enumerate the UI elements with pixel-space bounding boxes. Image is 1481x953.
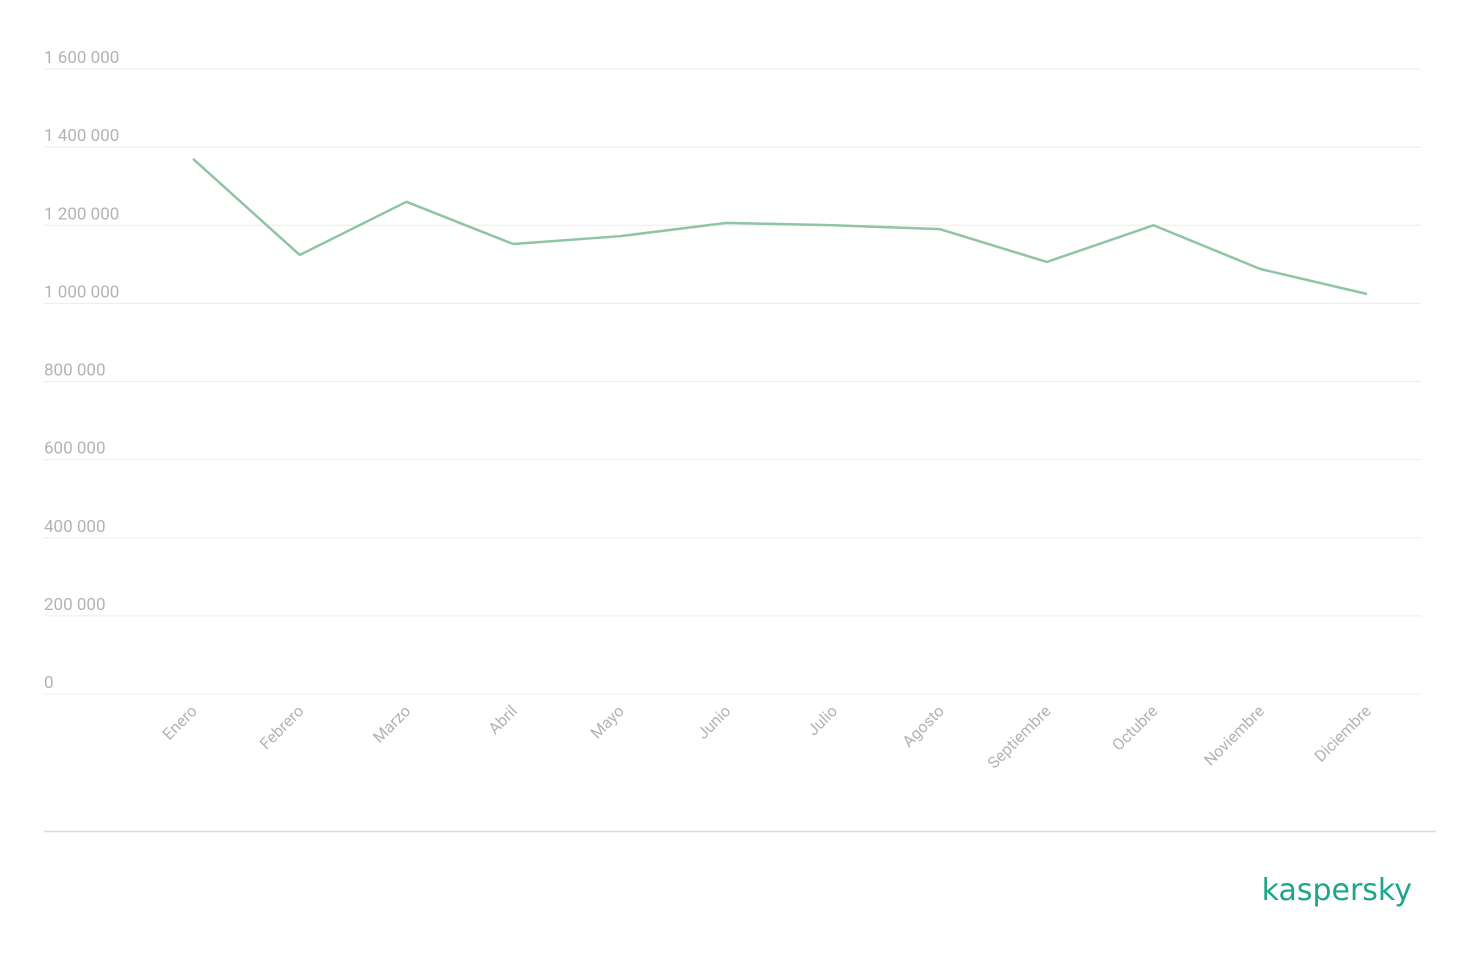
x-tick-label: Septiembre (984, 701, 1055, 772)
x-tick-label: Mayo (587, 701, 628, 742)
x-tick-label: Julio (803, 701, 841, 739)
y-tick-label: 400 000 (44, 517, 106, 537)
y-tick-label: 800 000 (44, 361, 106, 381)
y-tick-label: 1 400 000 (44, 126, 119, 146)
y-tick-label: 1 600 000 (44, 48, 119, 68)
y-tick-label: 200 000 (44, 595, 106, 615)
x-tick-label: Agosto (898, 701, 948, 751)
x-tick-label: Octubre (1108, 701, 1161, 754)
x-tick-label: Noviembre (1200, 701, 1268, 769)
x-tick-label: Diciembre (1311, 701, 1375, 765)
y-tick-label: 1 200 000 (44, 204, 119, 224)
x-tick-label: Abril (485, 701, 522, 738)
y-tick-label: 0 (44, 673, 54, 693)
x-tick-label: Junio (693, 701, 734, 742)
y-tick-label: 600 000 (44, 439, 106, 459)
x-tick-label: Marzo (369, 701, 414, 746)
y-tick-label: 1 000 000 (44, 282, 119, 302)
x-tick-label: Enero (159, 701, 201, 743)
x-tick-label: Febrero (256, 701, 308, 753)
series-line (192, 157, 1368, 296)
logo: kaspersky (1262, 873, 1412, 908)
